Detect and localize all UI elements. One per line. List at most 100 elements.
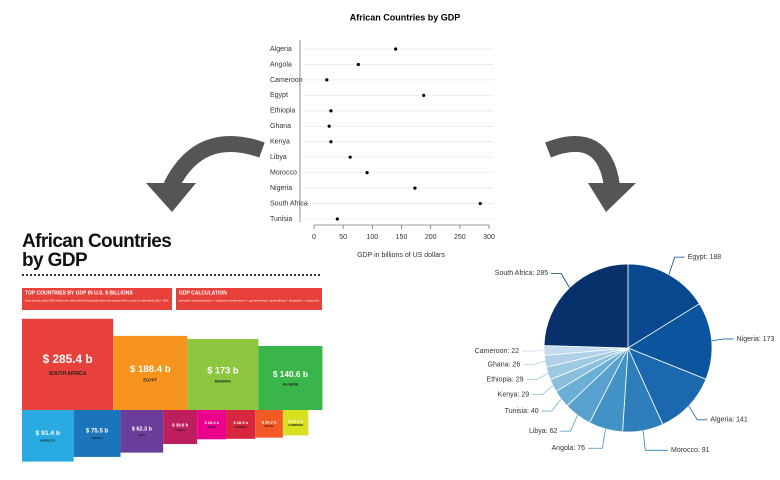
pie-slice <box>627 263 700 349</box>
heading-box <box>22 288 172 310</box>
y-tick-label: Egypt <box>270 92 288 99</box>
block-value: $ 29.4 b <box>204 420 219 425</box>
x-axis-label: GDP in billions of US dollars <box>357 252 445 259</box>
dot <box>327 124 331 128</box>
x-tick-label: 300 <box>483 234 495 241</box>
slice-label: Libya: 62 <box>529 428 558 435</box>
arrow-left <box>163 135 265 190</box>
gdp-block <box>22 318 114 410</box>
gdp-block <box>73 410 121 457</box>
block-name: SOUTH AFRICA <box>49 371 87 377</box>
block-value: $ 26.2 b <box>262 420 277 425</box>
slice-label: South Africa: 285 <box>495 270 548 277</box>
y-tick-label: South Africa <box>270 200 308 207</box>
y-tick-label: Cameroon <box>270 77 303 84</box>
x-tick-label: 0 <box>312 234 316 241</box>
x-tick-label: 50 <box>339 234 347 241</box>
x-tick-label: 100 <box>366 234 378 241</box>
heading: TOP COUNTRIES BY GDP IN U.S. $ BILLIONS <box>25 290 133 296</box>
block-value: $ 62.3 b <box>132 427 153 433</box>
leader-line <box>532 385 554 396</box>
heading-box <box>176 288 322 310</box>
dot <box>348 155 352 159</box>
block-value: $ 28.5 b <box>234 420 249 425</box>
leader-line <box>541 398 562 412</box>
pie-slice <box>543 263 629 349</box>
block-name: MOROCCO <box>40 439 56 443</box>
slice-label: Algeria: 141 <box>710 417 747 424</box>
block-value: $ 173 b <box>207 365 239 375</box>
dot <box>325 78 329 82</box>
dot <box>394 47 398 51</box>
gdp-block <box>282 410 309 436</box>
dot <box>413 186 417 190</box>
block-value: $ 140.6 b <box>273 369 308 379</box>
gdp-block <box>163 410 198 444</box>
leader-line <box>688 405 708 421</box>
block-name: KENYA <box>208 426 217 429</box>
leader-line <box>560 415 578 432</box>
slice-label: Morocco: 91 <box>671 447 710 454</box>
block-name: EGYPT <box>143 377 157 382</box>
leader-line <box>642 430 668 451</box>
note: Gross domestic product (GDP) refers to t… <box>25 299 169 303</box>
block-value: $ 285.4 b <box>43 352 93 366</box>
block-name: ETHIOPIA <box>235 426 247 429</box>
dot <box>329 140 333 144</box>
y-tick-label: Kenya <box>270 139 290 146</box>
gdp-block <box>187 338 259 410</box>
slice-label: Ethiopia: 29 <box>487 376 524 383</box>
pie-slice <box>627 303 713 380</box>
dot <box>422 93 426 97</box>
leader-line <box>711 338 734 342</box>
x-tick-label: 200 <box>425 234 437 241</box>
block-name: NIGERIA <box>215 379 231 384</box>
y-tick-label: Morocco <box>270 169 297 176</box>
gdp-block <box>120 410 164 453</box>
y-tick-label: Ethiopia <box>270 108 295 115</box>
block-name: LIBYA <box>138 434 145 437</box>
pie-slice <box>627 347 707 425</box>
y-tick-label: Nigeria <box>270 185 292 192</box>
dot <box>356 62 360 67</box>
block-name: CAMEROON <box>288 424 303 427</box>
gdp-block <box>22 410 74 462</box>
slice-label: Kenya: 29 <box>498 391 530 398</box>
leader-line <box>588 428 606 449</box>
y-tick-label: Angola <box>270 61 292 68</box>
arrow-right <box>545 135 620 188</box>
leader-line <box>668 256 685 275</box>
arrow-left-head <box>146 183 196 212</box>
dot <box>335 217 339 221</box>
block-name: ALGERIA <box>282 382 298 386</box>
slice-label: Cameroon: 22 <box>475 348 519 355</box>
leader-line <box>522 350 545 352</box>
block-value: $ 22.2 b <box>288 419 303 424</box>
gdp-block <box>113 335 188 410</box>
dot <box>329 109 333 113</box>
slice-label: Ghana: 26 <box>488 361 521 368</box>
gdp-block <box>255 410 283 438</box>
slice-label: Angola: 76 <box>552 445 586 452</box>
slice-label: Egypt: 188 <box>688 254 722 261</box>
arrow-right-head <box>588 183 636 212</box>
block-name: ANGOLA <box>92 436 103 440</box>
slice-label: Nigeria: 173 <box>737 336 775 343</box>
infographic-title: African Countries by GDP <box>22 231 172 271</box>
dot <box>365 171 369 175</box>
x-tick-label: 250 <box>454 234 466 241</box>
heading: GDP CALCULATION <box>179 290 227 296</box>
block-name: GHANA <box>264 425 273 428</box>
note: private consumption + gross investment +… <box>179 299 319 303</box>
gdp-block <box>197 410 227 440</box>
leader-line <box>526 373 549 380</box>
y-tick-label: Tunisia <box>270 216 292 223</box>
y-tick-label: Algeria <box>270 46 292 53</box>
slice-label: Tunisia: 40 <box>505 408 539 415</box>
block-value: $ 39.6 b <box>172 422 188 427</box>
gdp-block <box>258 345 323 410</box>
block-value: $ 91.4 b <box>36 430 61 437</box>
chart-title: African Countries by GDP <box>350 12 461 22</box>
leader-line <box>523 360 546 365</box>
